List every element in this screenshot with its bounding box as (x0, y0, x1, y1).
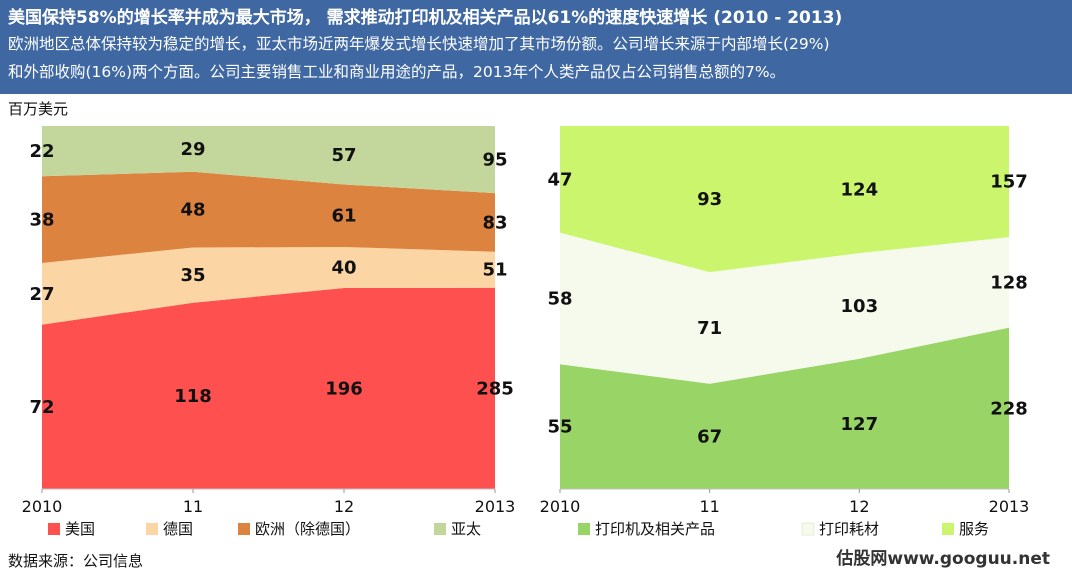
x-tick-label-2010: 2010 (22, 497, 63, 516)
legend-label-美国: 美国 (65, 520, 95, 538)
legend-swatch-美国 (48, 523, 60, 535)
chart-products: 55 67 127 228 58 71 103 128 47 93 124 157 2010 11 12 20… (540, 126, 1030, 516)
unit-label: 百万美元 (8, 100, 68, 118)
data-label-打印机及相关产品-12: 127 (841, 414, 879, 435)
x-tick-label-11: 11 (183, 497, 203, 516)
legend-swatch-德国 (146, 523, 158, 535)
data-label-打印耗材-12: 103 (841, 296, 879, 317)
data-label-打印机及相关产品-11: 67 (697, 426, 722, 447)
data-label-欧洲-除德国--11: 48 (180, 200, 205, 221)
data-label-亚太-12: 57 (331, 145, 356, 166)
data-label-亚太-11: 29 (180, 139, 205, 160)
legend-regions: 美国 德国 欧洲（除德国） 亚太 (48, 520, 481, 538)
data-label-美国-2010: 72 (29, 397, 54, 418)
header-banner: 美国保持58%的增长率并成为最大市场， 需求推动打印机及相关产品以61%的速度快… (0, 0, 1072, 94)
data-label-欧洲-除德国--2013: 83 (482, 212, 507, 233)
charts-svg: 百万美元 72 118 196 285 27 35 40 51 38 48 61 83 22 29 57 95… (8, 100, 1050, 570)
data-label-亚太-2010: 22 (29, 141, 54, 162)
legend-swatch-服务 (942, 523, 954, 535)
area-服务 (560, 126, 1009, 273)
source-note: 数据来源：公司信息 (8, 552, 143, 570)
data-label-德国-2010: 27 (29, 284, 54, 305)
x-tick-label-12: 12 (849, 497, 869, 516)
legend-label-打印机及相关产品: 打印机及相关产品 (595, 520, 715, 538)
chart-regions: 72 118 196 285 27 35 40 51 38 48 61 83 22 29 57 95 2010 1… (22, 126, 516, 516)
data-label-德国-2013: 51 (482, 260, 507, 281)
x-tick-label-2010: 2010 (540, 497, 581, 516)
data-label-美国-2013: 285 (476, 378, 514, 399)
data-label-打印耗材-2013: 128 (990, 272, 1028, 293)
legend-label-欧洲-除德国-: 欧洲（除德国） (255, 520, 360, 538)
x-tick-label-11: 11 (699, 497, 719, 516)
page-title: 美国保持58%的增长率并成为最大市场， 需求推动打印机及相关产品以61%的速度快… (8, 8, 843, 28)
data-label-打印机及相关产品-2013: 228 (990, 398, 1028, 419)
brand-watermark: 估股网www.googuu.net (835, 548, 1050, 569)
area-德国 (42, 247, 495, 325)
data-label-打印机及相关产品-2010: 55 (547, 417, 572, 438)
legend-label-打印耗材: 打印耗材 (819, 520, 879, 538)
data-label-服务-12: 124 (841, 180, 879, 201)
data-label-美国-12: 196 (325, 379, 363, 400)
legend-swatch-欧洲-除德国- (238, 523, 250, 535)
area-欧洲-除德国- (42, 171, 495, 263)
data-label-服务-2013: 157 (990, 172, 1028, 193)
charts-area: 百万美元 72 118 196 285 27 35 40 51 38 48 61 83 22 29 57 95… (0, 94, 1072, 575)
x-tick-label-2013: 2013 (475, 497, 516, 516)
data-label-打印耗材-2010: 58 (547, 288, 572, 309)
description-line-1: 欧洲地区总体保持较为稳定的增长，亚太市场近两年爆发式增长快速增加了其市场份额。公… (8, 35, 830, 53)
legend-label-亚太: 亚太 (451, 520, 481, 538)
data-label-欧洲-除德国--12: 61 (331, 206, 356, 227)
legend-label-服务: 服务 (959, 520, 989, 538)
legend-swatch-亚太 (434, 523, 446, 535)
area-美国 (42, 287, 495, 489)
area-打印机及相关产品 (560, 327, 1009, 489)
data-label-亚太-2013: 95 (482, 150, 507, 171)
data-label-德国-12: 40 (331, 258, 356, 279)
legend-swatch-打印机及相关产品 (578, 523, 590, 535)
data-label-美国-11: 118 (174, 386, 212, 407)
legend-label-德国: 德国 (163, 520, 193, 538)
x-tick-label-12: 12 (334, 497, 354, 516)
data-label-服务-2010: 47 (547, 169, 572, 190)
area-亚太 (42, 126, 495, 194)
data-label-德国-11: 35 (180, 265, 205, 286)
area-打印耗材 (560, 232, 1009, 384)
data-label-服务-11: 93 (697, 189, 722, 210)
x-tick-label-2013: 2013 (989, 497, 1030, 516)
data-label-欧洲-除德国--2010: 38 (29, 210, 54, 231)
description-line-2: 和外部收购(16%)两个方面。公司主要销售工业和商业用途的产品，2013年个人类… (8, 63, 786, 81)
legend-swatch-打印耗材 (801, 522, 815, 536)
data-label-打印耗材-11: 71 (697, 318, 722, 339)
legend-products: 打印机及相关产品 打印耗材 服务 (578, 520, 989, 538)
